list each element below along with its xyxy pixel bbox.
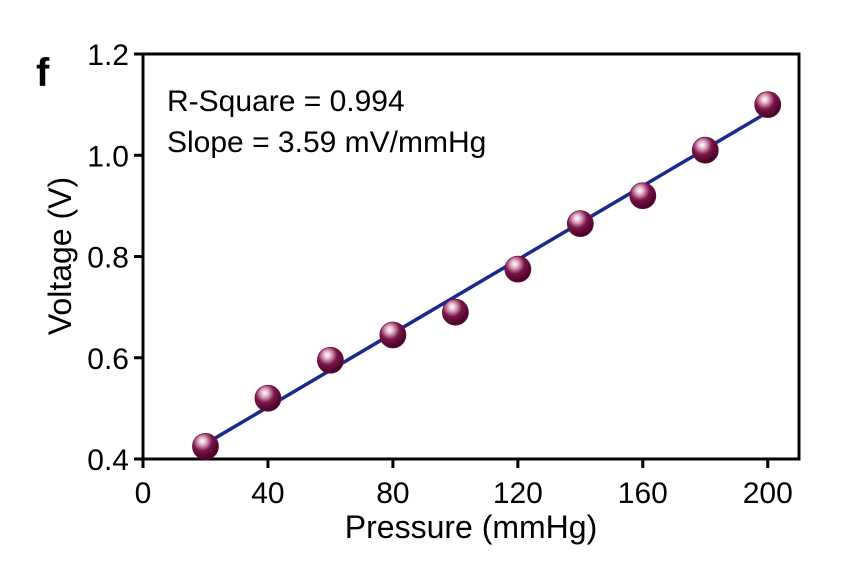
data-point (754, 91, 782, 119)
y-tick-label: 1.2 (87, 39, 129, 72)
data-point (317, 346, 344, 374)
x-tick-label: 40 (251, 477, 284, 510)
data-point (441, 298, 469, 326)
x-axis-title: Pressure (mmHg) (345, 509, 597, 545)
x-tick-label: 80 (376, 477, 409, 510)
y-tick-label: 0.6 (87, 343, 129, 376)
r-square-annotation: R-Square = 0.994 (167, 85, 405, 118)
y-tick-label: 0.4 (87, 444, 129, 477)
data-point (691, 136, 719, 164)
x-tick-label: 160 (618, 477, 668, 510)
data-point (379, 321, 407, 349)
data-point (254, 384, 282, 412)
panel-label: f (36, 51, 50, 95)
fit-line (204, 110, 769, 446)
x-tick-label: 200 (743, 477, 793, 510)
data-point (566, 210, 594, 237)
axis-ticks (134, 52, 770, 468)
y-axis-title: Voltage (V) (42, 177, 78, 335)
data-points (192, 91, 782, 460)
data-point (629, 182, 657, 210)
data-point (192, 432, 219, 460)
y-tick-label: 0.8 (87, 242, 129, 275)
slope-annotation: Slope = 3.59 mV/mmHg (167, 126, 486, 159)
x-tick-label: 0 (135, 477, 152, 510)
data-point (504, 255, 532, 283)
y-tick-label: 1.0 (87, 140, 129, 173)
x-tick-label: 120 (493, 477, 543, 510)
tick-labels: 0 40 80 120 160 200 0.4 0.6 0.8 1.0 1.2 (87, 39, 793, 510)
